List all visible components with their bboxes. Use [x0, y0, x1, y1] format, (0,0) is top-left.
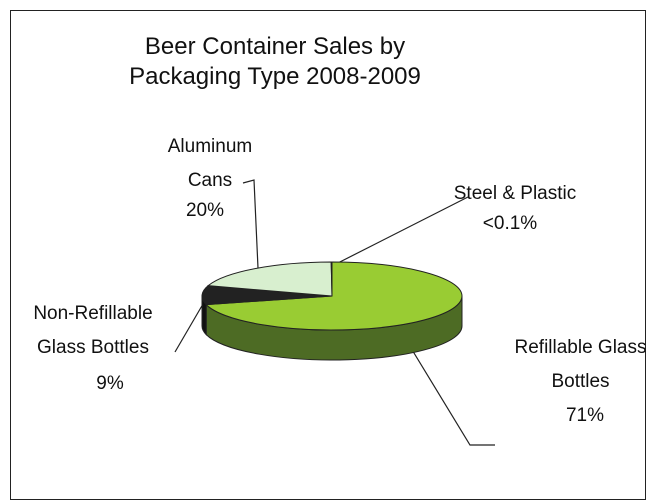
slice-label: Refillable Glass Bottles	[514, 337, 647, 392]
leader-line	[327, 196, 469, 269]
chart-title: Beer Container Sales by Packaging Type 2…	[129, 33, 421, 90]
leader-line	[242, 179, 259, 269]
value-label: 71%	[565, 405, 605, 426]
leader-line	[399, 329, 495, 446]
value-label: <0.1%	[482, 213, 538, 234]
slice	[206, 261, 333, 297]
value-label: 20%	[185, 200, 225, 221]
slice	[330, 261, 333, 297]
slice-label: Aluminum Cans	[167, 136, 253, 191]
slice	[205, 261, 463, 331]
slice-label: Steel & Plastic	[453, 183, 577, 204]
slice-label: Non-Refillable Glass Bottles	[33, 303, 153, 358]
value-label: 9%	[96, 373, 124, 394]
